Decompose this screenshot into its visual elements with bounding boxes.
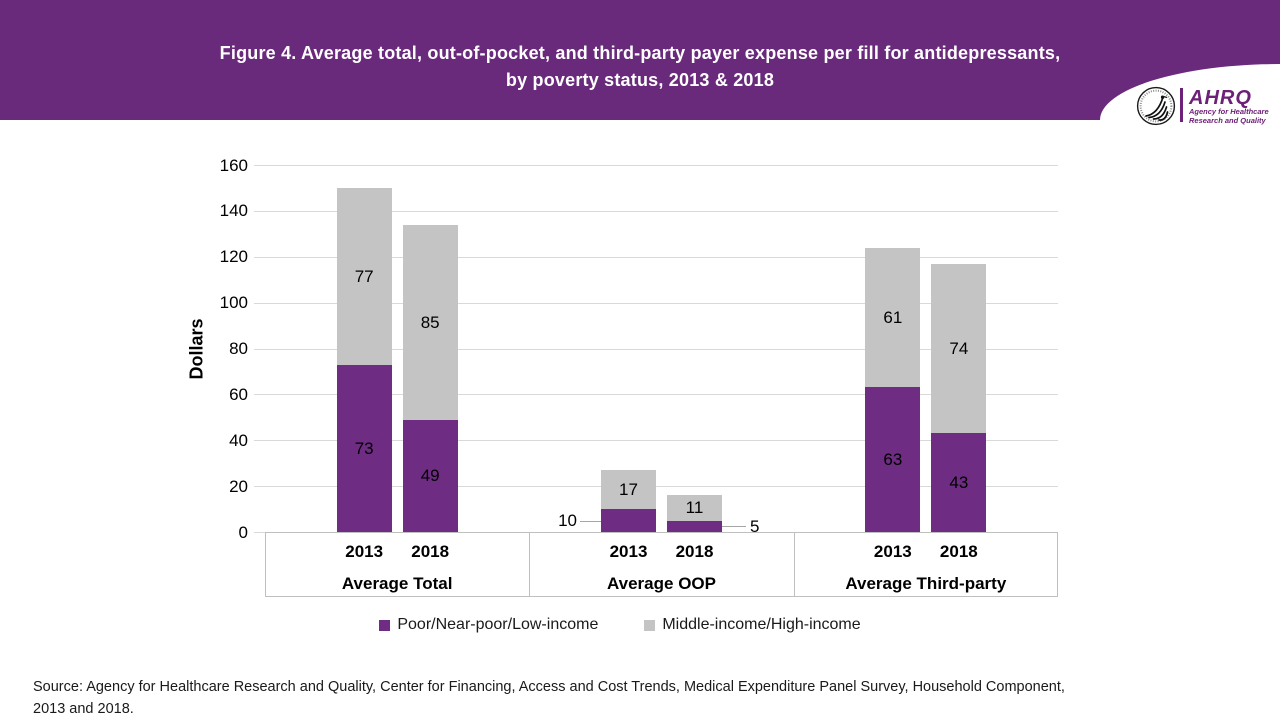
source-note: Source: Agency for Healthcare Research a… [33,679,1065,717]
year-label: 2018 [675,542,714,561]
y-tick-label: 100 [219,293,248,313]
legend: Poor/Near-poor/Low-income Middle-income/H… [180,612,1060,638]
y-tick-label: 80 [229,339,248,358]
y-axis-tick [254,256,265,258]
bar-value-label: 5 [750,516,760,536]
y-axis-tick [254,532,265,533]
bar-segment-poor-income [601,509,656,532]
y-tick-label: 0 [238,522,248,542]
ahrq-wordmark: AHRQ [1189,87,1252,109]
figure-title: Figure 4. Average total, out-of-pocket, … [219,43,1061,90]
bar-value-label: 49 [420,466,440,486]
y-tick-label: 40 [229,430,248,450]
category-separator [793,532,795,597]
bar-value-label: 73 [354,438,374,458]
gridline [265,440,1058,442]
bar-value-label: 77 [354,266,374,286]
gridline [265,394,1058,396]
bar-segment-middle-income [402,224,458,420]
y-axis-tick [254,440,265,442]
gridline [265,486,1058,488]
y-axis-tick [254,348,265,350]
bar-value-label: 85 [420,312,440,332]
legend-item: Middle-income/High-income [644,616,861,633]
logo-divider [1180,88,1183,122]
bar-segment-poor-income [865,387,921,532]
y-tick-label: 20 [229,476,248,496]
y-axis-tick [254,302,265,304]
year-label: 2018 [411,542,450,561]
bar-segment-middle-income [931,263,987,434]
bar-segment-middle-income [601,470,656,510]
gridline [265,256,1058,258]
bar-value-label: 43 [949,473,969,493]
legend-label: Poor/Near-poor/Low-income [397,616,599,633]
y-tick-label: 60 [229,384,248,404]
bar-value-label: 11 [685,498,704,518]
legend-item: Poor/Near-poor/Low-income [379,617,598,633]
hhs-eagle-seal-icon [1136,86,1176,126]
gridline [265,348,1058,350]
year-label: 2013 [345,542,384,561]
y-tick-label: 140 [219,201,248,221]
y-tick-label: 120 [219,247,248,267]
legend-label: Middle-income/High-income [662,616,861,633]
year-label: 2018 [939,542,978,561]
category-axis-box [265,532,1058,597]
bar-value-label: 63 [883,450,903,470]
bar-value-label: 74 [949,339,969,358]
bar-segment-poor-income [336,364,392,532]
label-leader-line [580,520,601,522]
gridline [265,210,1058,212]
ahrq-tagline-line1: Agency for Healthcare [1189,107,1269,116]
header-banner: Figure 4. Average total, out-of-pocket, … [0,0,1280,136]
gridline [265,165,1058,166]
y-axis-tick [254,165,265,166]
bar-segment-poor-income [402,419,458,532]
y-axis-tick [254,210,265,212]
bar-segment-poor-income [667,520,722,532]
legend-swatch-icon [644,619,656,631]
y-tick-label: 160 [219,155,248,175]
category-separator [529,532,531,597]
y-axis-tick [254,486,265,488]
label-leader-line [722,526,746,528]
legend-swatch-icon [379,619,391,631]
y-axis-tick [254,394,265,396]
bar-value-label: 10 [558,511,577,531]
bar-segment-middle-income [667,495,722,521]
bar-segment-middle-income [865,247,921,388]
bar-value-label: 61 [883,308,903,328]
bar-segment-middle-income [336,187,392,365]
category-label: Average OOP [607,574,716,593]
ahrq-tagline: Agency for Healthcare Research and Quali… [1189,107,1269,125]
bar-value-label: 17 [619,480,638,500]
year-label: 2013 [873,542,912,561]
ahrq-tagline-line2: Research and Quality [1189,115,1266,125]
bar-segment-poor-income [931,433,987,532]
year-label: 2013 [609,542,648,561]
category-label: Average Total [341,574,453,593]
gridline [265,302,1058,304]
category-label: Average Third-party [845,574,1007,593]
